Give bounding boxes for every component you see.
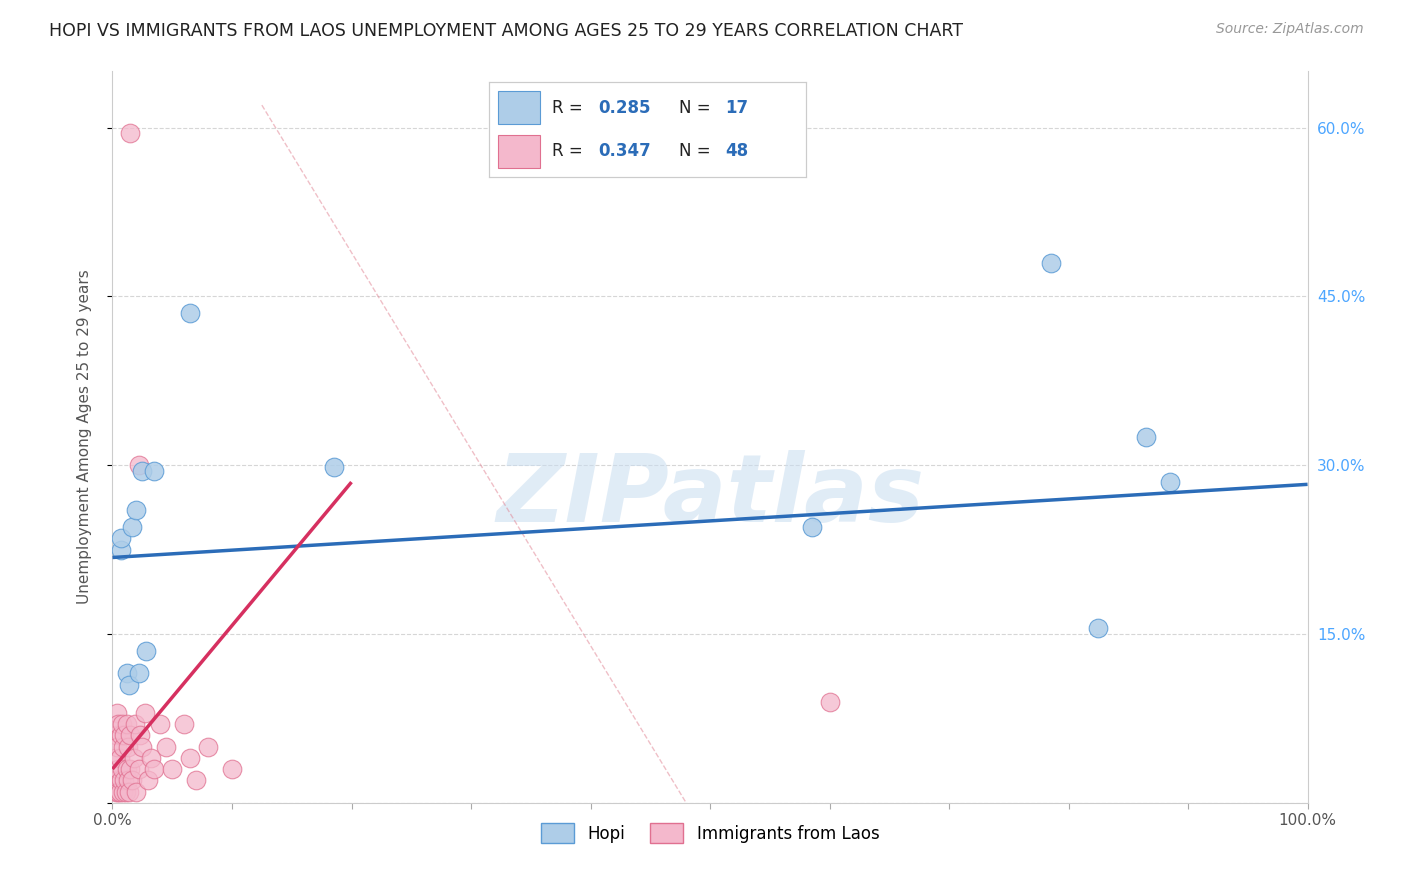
Legend: Hopi, Immigrants from Laos: Hopi, Immigrants from Laos [534,817,886,849]
Point [138,773,160,788]
Point [111,762,134,776]
Point [173,717,195,731]
Point [155,739,177,754]
Point [105,706,128,720]
Point [114,728,135,742]
Point [104,751,127,765]
Point [135,644,157,658]
Point [117,773,139,788]
Y-axis label: Unemployment Among Ages 25 to 29 years: Unemployment Among Ages 25 to 29 years [77,269,91,605]
Point [124,717,146,731]
Point [112,739,135,754]
Point [115,666,138,681]
Point [121,520,143,534]
Point [115,762,138,776]
Point [105,739,128,754]
Text: ZIPatlas: ZIPatlas [496,450,924,541]
Point [179,306,201,320]
Point [105,773,128,788]
Point [179,751,201,765]
Point [115,717,138,731]
Point [105,728,128,742]
Point [149,717,172,731]
Point [125,784,148,798]
Point [186,773,208,788]
Point [107,762,129,776]
Point [117,739,139,754]
Point [112,784,135,798]
Point [1039,255,1062,269]
Point [108,751,131,765]
Point [121,773,143,788]
Point [322,460,344,475]
Point [110,532,132,546]
Point [120,728,142,742]
Point [162,762,183,776]
Point [1159,475,1181,489]
Point [128,458,150,473]
Text: Source: ZipAtlas.com: Source: ZipAtlas.com [1216,22,1364,37]
Point [114,784,136,798]
Point [197,739,219,754]
Point [131,739,153,754]
Point [143,464,166,478]
Point [129,728,152,742]
Point [131,464,153,478]
Point [221,762,243,776]
Point [1087,621,1109,635]
Point [800,520,823,534]
Point [139,751,162,765]
Point [118,784,141,798]
Point [114,773,135,788]
Point [128,666,150,681]
Point [110,542,132,557]
Point [120,762,142,776]
Text: HOPI VS IMMIGRANTS FROM LAOS UNEMPLOYMENT AMONG AGES 25 TO 29 YEARS CORRELATION : HOPI VS IMMIGRANTS FROM LAOS UNEMPLOYMEN… [49,22,963,40]
Point [818,694,841,708]
Point [125,503,148,517]
Point [111,717,134,731]
Point [107,717,129,731]
Point [134,706,156,720]
Point [105,784,128,798]
Point [107,784,129,798]
Point [120,126,142,140]
Point [110,773,132,788]
Point [143,762,166,776]
Point [110,728,132,742]
Point [128,762,150,776]
Point [1135,430,1157,444]
Point [118,678,141,692]
Point [104,773,127,788]
Point [122,751,145,765]
Point [108,784,131,798]
